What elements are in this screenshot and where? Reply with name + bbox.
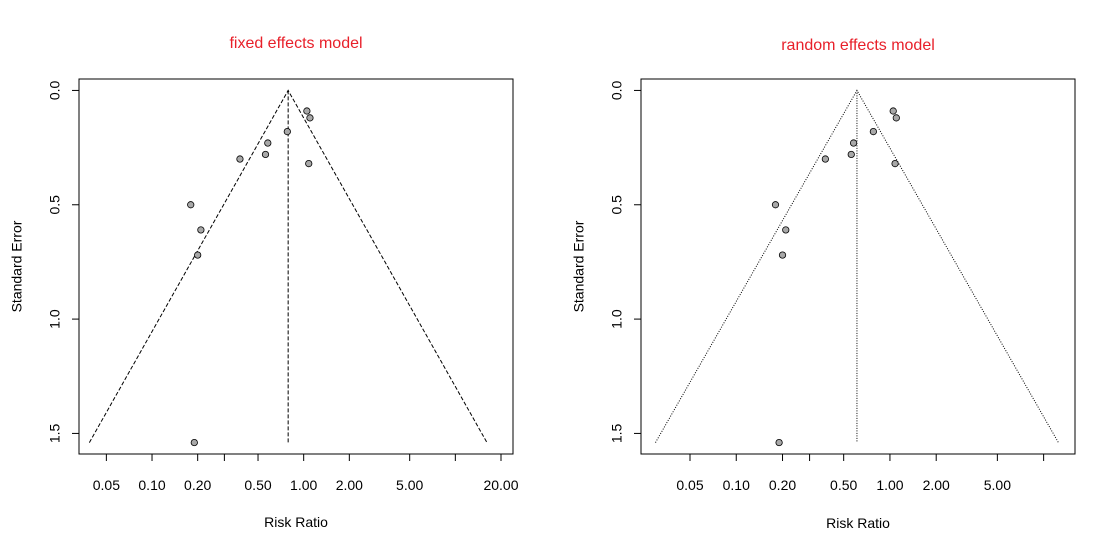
x-tick-label: 0.10 bbox=[723, 477, 750, 493]
y-axis-label: Standard Error bbox=[9, 220, 25, 312]
study-point bbox=[821, 155, 829, 163]
y-tick-label: 1.5 bbox=[609, 423, 625, 443]
study-point bbox=[283, 127, 291, 136]
study-point bbox=[869, 127, 877, 136]
study-point bbox=[847, 150, 855, 159]
x-tick-label: 0.05 bbox=[93, 477, 120, 493]
study-point bbox=[891, 160, 899, 168]
study-point bbox=[197, 226, 205, 234]
study-point bbox=[849, 139, 858, 147]
study-point bbox=[771, 201, 780, 209]
x-tick-label: 0.50 bbox=[244, 477, 271, 493]
study-point bbox=[264, 139, 272, 147]
y-tick-label: 0.5 bbox=[609, 195, 625, 215]
chart-title: fixed effects model bbox=[229, 35, 362, 52]
study-point bbox=[782, 226, 790, 234]
study-point bbox=[775, 438, 783, 447]
x-tick-label: 0.05 bbox=[676, 477, 703, 493]
y-axis-label: Standard Error bbox=[571, 220, 587, 312]
x-tick-label: 1.00 bbox=[290, 477, 317, 493]
study-point bbox=[190, 438, 198, 447]
x-tick-label: 5.00 bbox=[396, 477, 423, 493]
study-point bbox=[236, 155, 244, 163]
chart-title: random effects model bbox=[781, 37, 935, 54]
x-tick-label: 0.10 bbox=[138, 477, 165, 493]
y-tick-label: 0.5 bbox=[47, 195, 63, 215]
x-axis-label: Risk Ratio bbox=[826, 515, 890, 531]
plot-frame bbox=[78, 78, 514, 455]
x-tick-label: 20.00 bbox=[483, 477, 518, 493]
study-point bbox=[892, 114, 900, 122]
y-tick-label: 1.0 bbox=[47, 309, 63, 329]
study-point bbox=[303, 107, 311, 115]
y-tick-label: 1.5 bbox=[47, 423, 63, 443]
x-tick-label: 2.00 bbox=[923, 477, 950, 493]
x-tick-label: 2.00 bbox=[336, 477, 363, 493]
study-point bbox=[305, 160, 313, 168]
study-point bbox=[306, 114, 314, 122]
y-tick-label: 1.0 bbox=[609, 309, 625, 329]
x-tick-label: 0.20 bbox=[184, 477, 211, 493]
x-axis-label: Risk Ratio bbox=[264, 514, 328, 530]
study-point bbox=[889, 107, 897, 115]
study-point bbox=[194, 251, 202, 259]
y-tick-label: 0.0 bbox=[47, 80, 63, 100]
x-tick-label: 5.00 bbox=[984, 477, 1011, 493]
x-tick-label: 0.20 bbox=[769, 477, 796, 493]
study-point bbox=[187, 201, 195, 209]
plot-frame bbox=[640, 78, 1076, 455]
study-point bbox=[261, 150, 270, 159]
study-point bbox=[778, 251, 787, 259]
fixed-effects-funnel-plot: fixed effects model 0.05 0.10 0.20 0.50 1.00 2… bbox=[9, 35, 519, 530]
y-tick-label: 0.0 bbox=[609, 80, 625, 100]
x-tick-label: 0.50 bbox=[830, 477, 857, 493]
x-tick-label: 1.00 bbox=[876, 477, 903, 493]
